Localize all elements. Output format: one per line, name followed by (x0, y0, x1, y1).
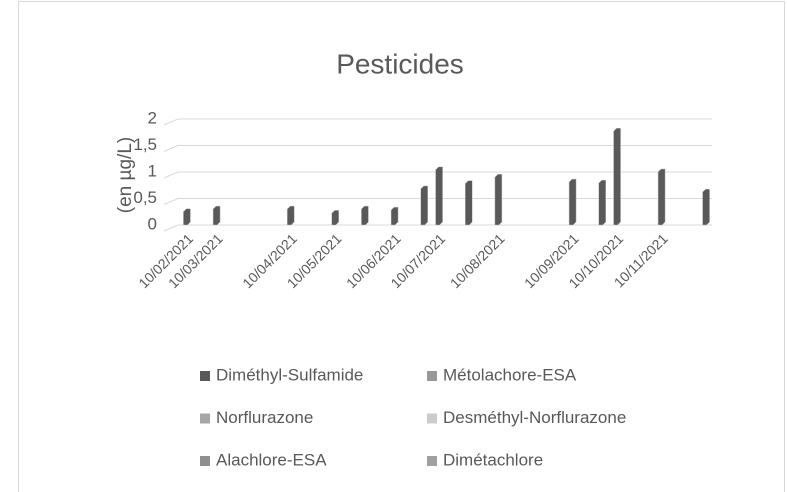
bar (494, 174, 503, 226)
bar (465, 180, 473, 226)
bar (287, 205, 295, 226)
bar (361, 205, 369, 226)
grid-line (163, 145, 712, 152)
bar (613, 127, 621, 226)
legend-swatch (427, 456, 437, 466)
legend-label: Norflurazone (216, 408, 313, 427)
y-axis-label: (en µg/L) (115, 137, 136, 213)
y-tick-label: 0,5 (133, 188, 157, 207)
bar (183, 208, 191, 226)
bar (212, 205, 221, 226)
legend-swatch (427, 413, 437, 424)
chart-title: Pesticides (336, 48, 464, 79)
legend-swatch (200, 456, 210, 466)
legend-label: Dimétachlore (443, 450, 543, 469)
legend-label: Métolachore-ESA (443, 365, 577, 384)
legend-swatch (427, 371, 437, 381)
bar (420, 185, 428, 226)
bar (331, 210, 339, 226)
legend-swatch (200, 371, 210, 381)
grid-line (163, 224, 712, 232)
bar (657, 168, 666, 226)
bar (435, 166, 443, 226)
bar (568, 178, 577, 226)
y-tick-label: 1,5 (133, 135, 157, 154)
chart-frame (18, 1, 785, 492)
y-tick-label: 2 (148, 108, 157, 127)
legend-label: Desméthyl-Norflurazone (443, 408, 626, 427)
legend-label: Alachlore-ESA (216, 450, 327, 469)
y-tick-label: 1 (148, 161, 157, 180)
y-tick-label: 0 (148, 214, 157, 233)
grid-line (163, 118, 712, 126)
legend-swatch (200, 413, 210, 424)
grid-line (163, 198, 712, 205)
legend-label: Diméthyl-Sulfamide (216, 365, 363, 384)
grid-line (163, 171, 712, 179)
bar (702, 188, 710, 226)
bar (390, 206, 399, 226)
bar (598, 179, 606, 226)
